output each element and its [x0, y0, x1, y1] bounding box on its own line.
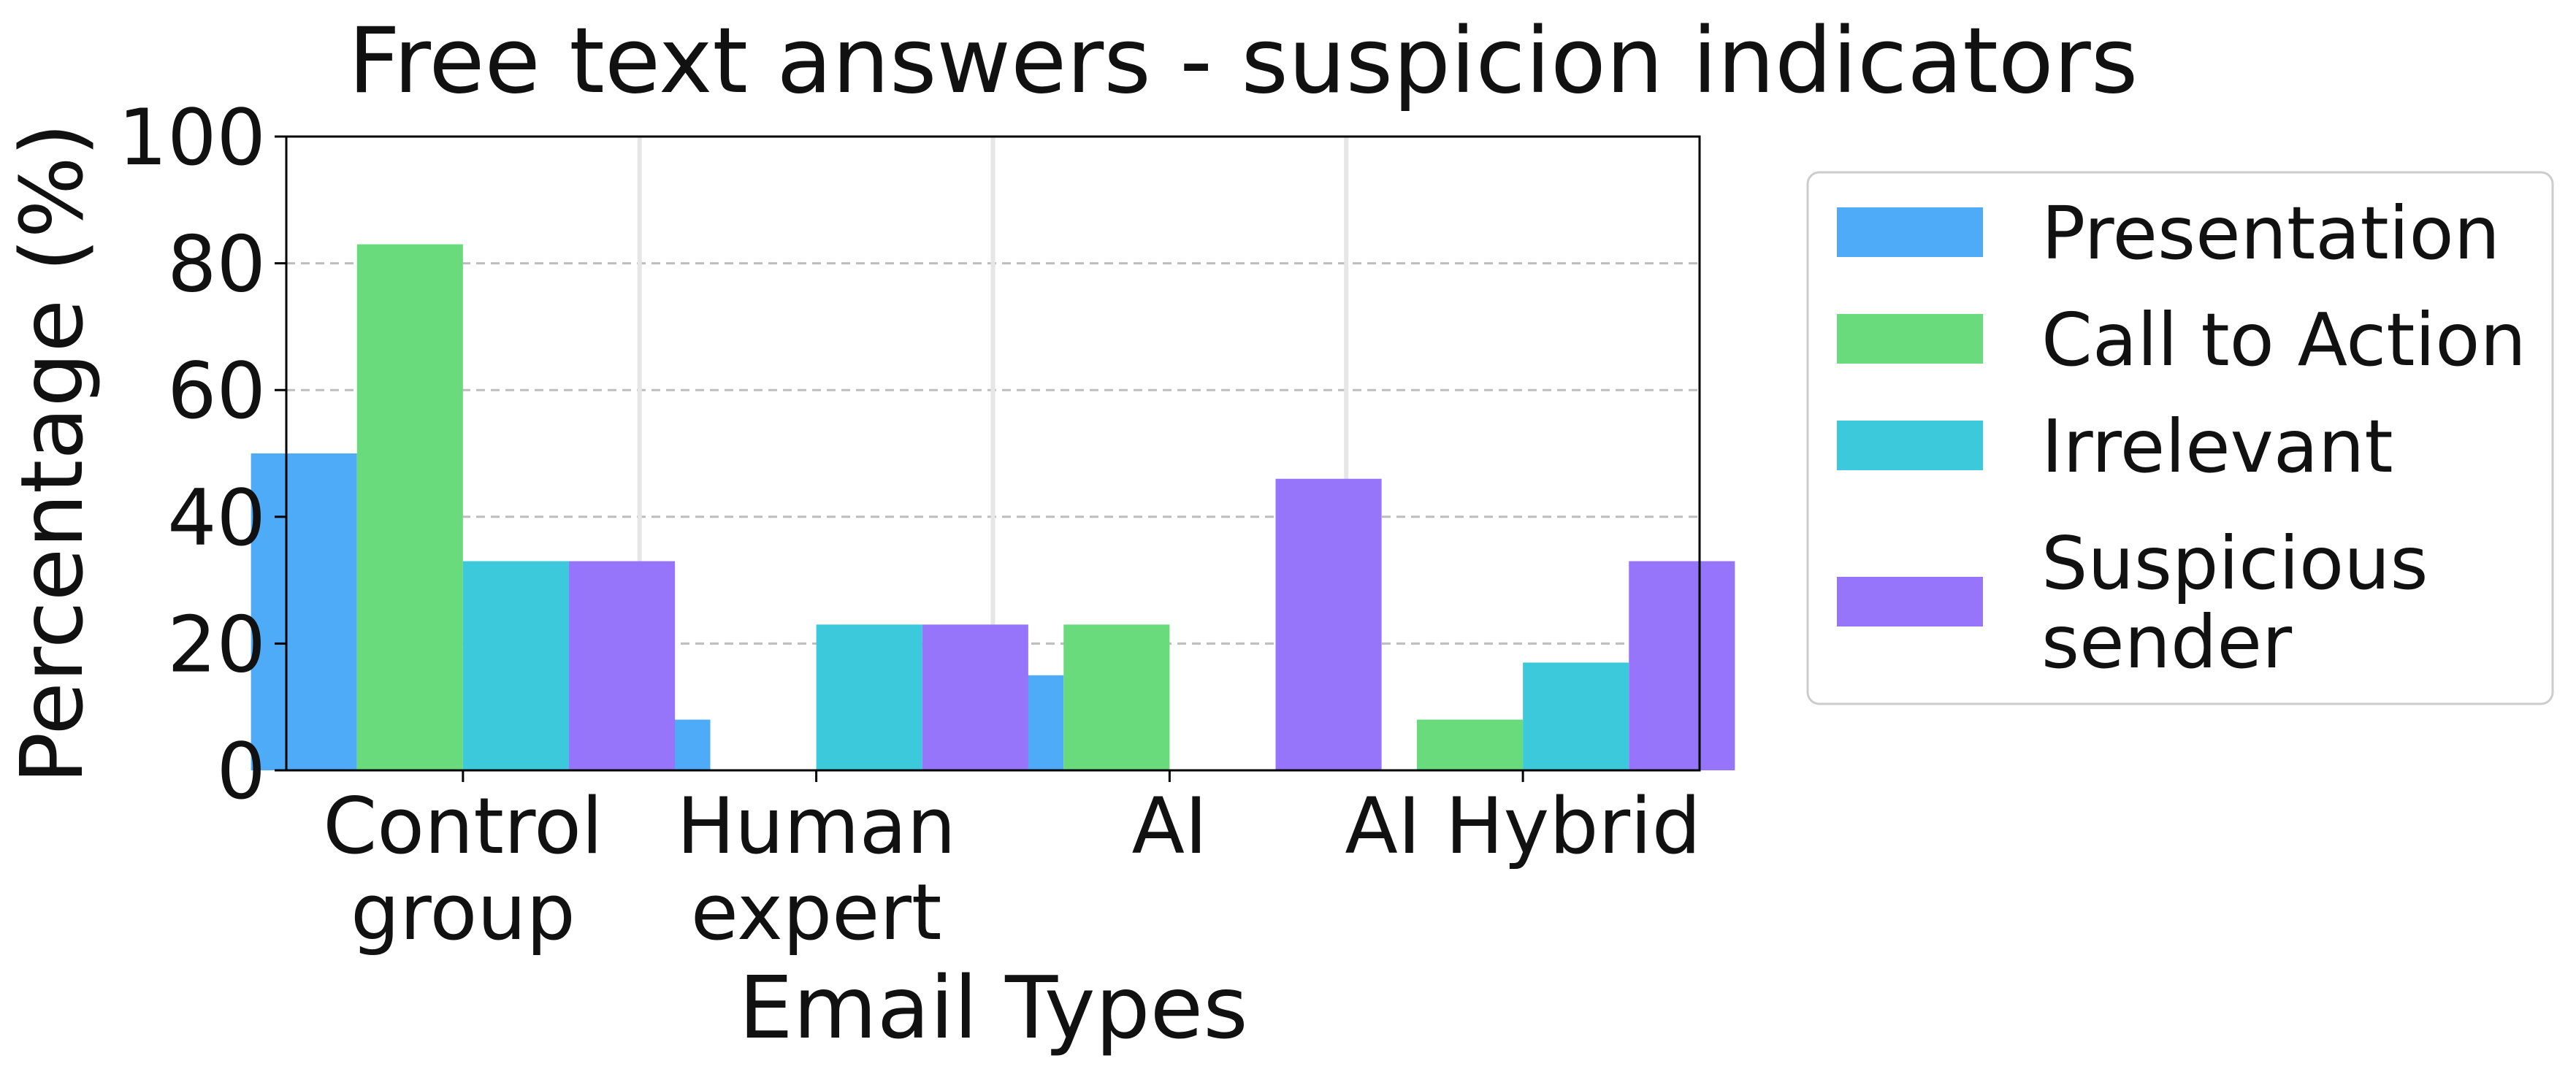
bar [1063, 624, 1170, 770]
legend: Presentation Call to Action Irrelevant Susp… [1806, 171, 2554, 705]
bar [816, 624, 922, 770]
bars [251, 244, 1735, 770]
legend-label: Suspicious sender [2041, 521, 2428, 685]
bar [356, 244, 463, 770]
bar [251, 453, 357, 770]
y-axis-label: Percentage (%) [1, 123, 102, 784]
x-tick-label: Human expert [676, 781, 955, 957]
legend-swatch [1837, 314, 1983, 364]
y-tick-label: 80 [167, 220, 266, 310]
legend-label: Presentation [2041, 191, 2500, 276]
x-axis-ticks: Control group Human expert AI AI Hybrid [323, 770, 1701, 957]
x-tick-label: AI Hybrid [1345, 781, 1701, 871]
x-tick-label: AI [1131, 781, 1207, 871]
legend-label: Irrelevant [2041, 404, 2393, 489]
y-tick-label: 20 [167, 599, 266, 689]
legend-swatch [1837, 577, 1983, 626]
chart-title: Free text answers - suspicion indicators [348, 9, 2139, 114]
bar [922, 624, 1028, 770]
bar [1629, 561, 1735, 770]
bar [462, 561, 569, 770]
y-tick-label: 60 [167, 346, 266, 436]
bar [1417, 719, 1524, 770]
y-axis-ticks: 0 20 40 60 80 100 [118, 93, 286, 816]
y-tick-label: 40 [167, 473, 266, 563]
bar [1523, 662, 1629, 770]
legend-swatch [1837, 421, 1983, 470]
bar [1275, 478, 1382, 770]
bar [569, 561, 676, 770]
y-tick-label: 0 [217, 727, 266, 816]
x-axis-label: Email Types [738, 957, 1247, 1058]
legend-box [1806, 171, 2554, 705]
plot-frame [285, 135, 1701, 772]
legend-swatch [1837, 207, 1983, 257]
legend-label: Call to Action [2041, 297, 2526, 383]
y-tick-label: 100 [118, 93, 266, 183]
x-tick-label: Control group [323, 781, 603, 957]
